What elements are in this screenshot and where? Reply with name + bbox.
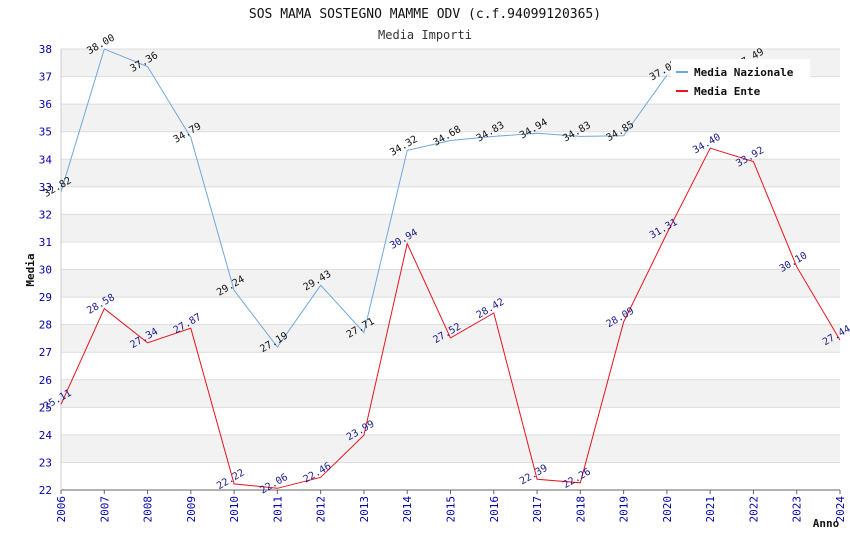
y-tick-label: 30 [39,264,52,277]
x-axis-label: Anno [813,517,840,530]
y-tick-label: 31 [39,236,52,249]
y-tick-label: 24 [39,429,53,442]
y-tick-label: 23 [39,456,52,469]
series-line-media-ente [60,147,841,489]
x-tick-labels: 2006 2007 2008 2009 2010 2011 2012 2013 2014 2015… [55,496,847,523]
x-tick-label: 2017 [531,496,544,523]
plot-band [61,104,840,132]
y-tick-labels: 22 23 24 25 26 27 28 29 30 31 32 33 34 35 36 37 38 [39,43,53,497]
x-tick-label: 2015 [445,496,458,523]
y-tick-label: 26 [39,374,52,387]
plot-band [61,214,840,242]
chart-subtitle: Media Importi [378,28,472,42]
y-axis-label: Media [24,253,37,286]
y-tick-label: 33 [39,181,52,194]
x-tick-label: 2013 [358,496,371,523]
plot-background-bands [61,49,840,463]
plot-band [61,434,840,463]
x-tick-label: 2007 [98,496,111,523]
legend-label: Media Nazionale [694,66,794,79]
gridlines [60,48,841,494]
y-tick-label: 29 [39,291,52,304]
x-tick-label: 2011 [271,496,284,523]
series-lines [60,48,841,489]
y-tick-label: 38 [39,43,52,56]
y-tick-label: 28 [39,319,52,332]
x-tick-label: 2024 [834,496,847,523]
series-line-media-nazionale [60,48,668,348]
x-tick-label: 2020 [661,496,674,523]
x-tick-label: 2023 [791,496,804,523]
legend-label: Media Ente [694,85,761,98]
data-label: 22.46 [302,461,334,486]
legend-box [671,59,810,103]
x-tick-label: 2018 [574,496,587,523]
plot-band [61,379,840,408]
y-tick-label: 25 [39,401,52,414]
y-tick-label: 22 [39,484,52,497]
y-tick-label: 34 [39,153,53,166]
x-tick-label: 2006 [55,496,68,523]
x-tick-label: 2012 [315,496,328,523]
x-tick-label: 2019 [618,496,631,523]
plot-band [61,159,840,187]
data-label: 22.26 [561,466,593,491]
plot-band [61,269,840,298]
y-tick-label: 36 [39,98,52,111]
data-label: 34.32 [388,134,420,159]
chart-title: SOS MAMA SOSTEGNO MAMME ODV (c.f.9409912… [249,7,601,22]
x-tick-label: 2021 [704,496,717,523]
y-tick-label: 32 [39,208,52,221]
x-tick-label: 2010 [228,496,241,523]
y-tick-label: 37 [39,71,52,84]
x-tick-label: 2009 [185,496,198,523]
data-label: 34.40 [691,132,723,157]
legend: Media Nazionale Media Ente [671,59,810,103]
data-label: 28.42 [475,297,507,322]
x-tick-label: 2008 [142,496,155,523]
data-label: 22.06 [258,472,290,497]
x-tick-label: 2014 [401,496,414,523]
x-tick-label: 2022 [747,496,760,523]
data-label: 32.82 [42,175,74,200]
y-tick-label: 35 [39,126,52,139]
x-tick-label: 2016 [488,496,501,523]
y-tick-label: 27 [39,346,52,359]
